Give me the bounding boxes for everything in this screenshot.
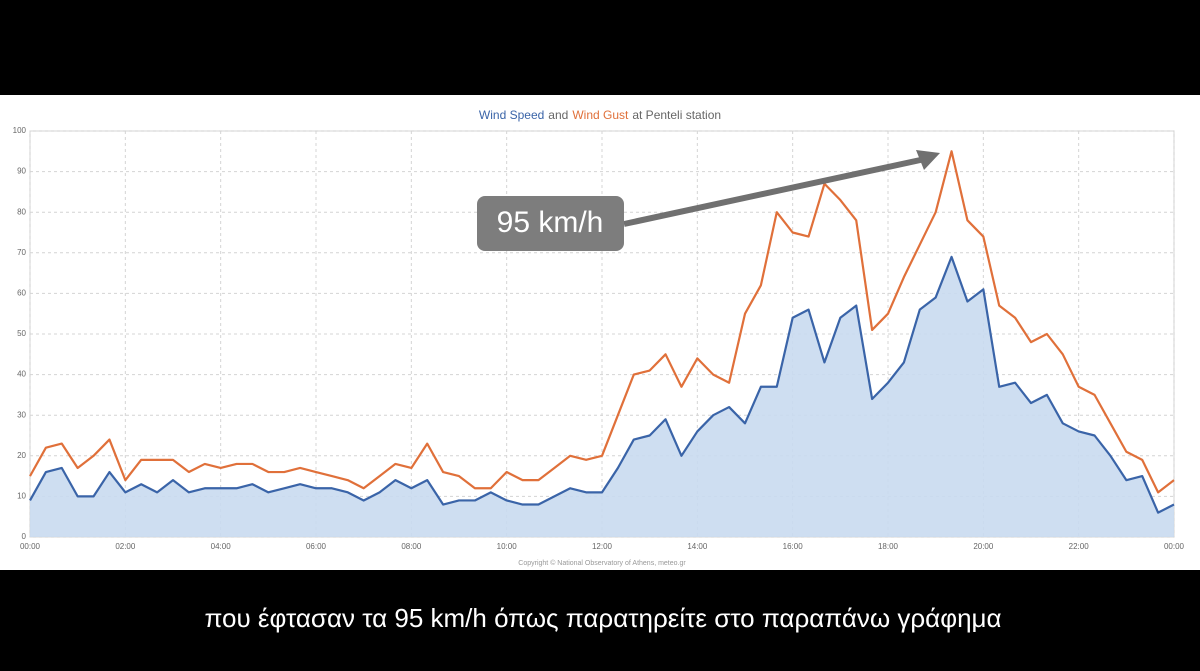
top-band <box>0 0 1200 95</box>
y-tick-label: 0 <box>22 532 27 541</box>
x-tick-label: 04:00 <box>211 542 232 551</box>
series-line <box>29 255 1175 514</box>
x-tick-label: 16:00 <box>783 542 804 551</box>
y-tick-label: 60 <box>17 289 26 298</box>
y-tick-label: 30 <box>17 410 26 419</box>
title-speed: Wind Speed <box>479 108 544 122</box>
x-tick-label: 10:00 <box>497 542 518 551</box>
credit: Copyright © National Observatory of Athe… <box>518 559 686 567</box>
x-tick-label: 18:00 <box>878 542 899 551</box>
y-tick-label: 100 <box>13 126 27 135</box>
y-tick-label: 80 <box>17 207 26 216</box>
y-tick-label: 70 <box>17 248 26 257</box>
y-tick-label: 20 <box>17 451 26 460</box>
title-gust: Wind Gust <box>572 108 629 122</box>
y-tick-label: 10 <box>17 492 26 501</box>
annotation-text: 95 km/h <box>497 206 604 239</box>
title-tail: at Penteli station <box>632 108 721 122</box>
x-tick-label: 14:00 <box>687 542 708 551</box>
title-joiner: and <box>548 108 568 122</box>
annotation-arrowhead <box>916 150 940 170</box>
y-tick-label: 90 <box>17 167 26 176</box>
x-tick-label: 00:00 <box>1164 542 1185 551</box>
x-tick-label: 06:00 <box>306 542 327 551</box>
annotation-arrow <box>623 156 926 227</box>
caption: που έφτασαν τα 95 km/h όπως παρατηρείτε … <box>204 603 1001 633</box>
x-tick-label: 02:00 <box>115 542 136 551</box>
annotation-box <box>477 196 624 251</box>
y-tick-label: 40 <box>17 370 26 379</box>
x-tick-label: 08:00 <box>401 542 422 551</box>
x-tick-label: 22:00 <box>1069 542 1090 551</box>
x-tick-label: 20:00 <box>973 542 994 551</box>
chart-title: Wind Speed and Wind Gust at Penteli station <box>479 108 721 122</box>
y-tick-label: 50 <box>17 329 26 338</box>
series-line <box>29 150 1175 494</box>
area <box>30 256 1174 537</box>
x-tick-label: 12:00 <box>592 542 613 551</box>
x-tick-label: 00:00 <box>20 542 41 551</box>
